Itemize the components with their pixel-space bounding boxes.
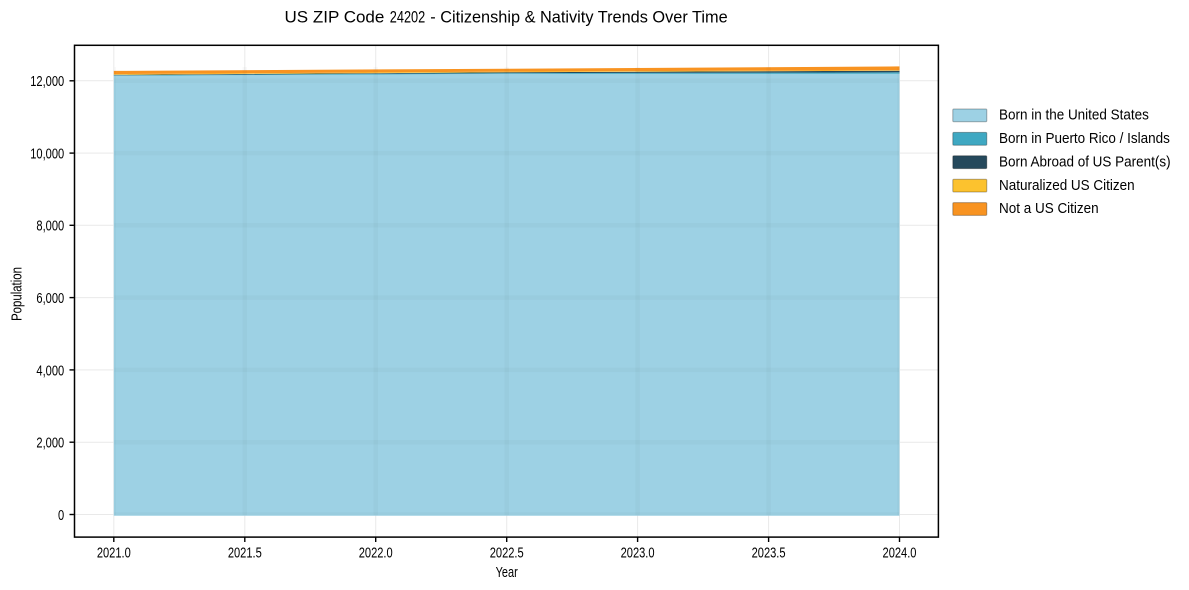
svg-text:10,000: 10,000: [30, 145, 64, 162]
svg-text:8,000: 8,000: [36, 217, 64, 234]
svg-text:12,000: 12,000: [30, 73, 64, 90]
svg-text:24202: 24202: [390, 8, 425, 27]
svg-text:2021.5: 2021.5: [228, 544, 262, 561]
svg-text:Not a US Citizen: Not a US Citizen: [999, 201, 1099, 218]
svg-text:Born in the United States: Born in the United States: [999, 107, 1149, 124]
svg-text:2,000: 2,000: [36, 434, 64, 451]
svg-text:- Citizenship & Nativity Trend: - Citizenship & Nativity Trends Over Tim…: [430, 7, 727, 26]
svg-text:6,000: 6,000: [36, 289, 64, 306]
svg-text:2022.5: 2022.5: [490, 544, 524, 561]
svg-text:0: 0: [58, 506, 64, 523]
svg-text:2023.0: 2023.0: [621, 544, 655, 561]
svg-text:2021.0: 2021.0: [97, 544, 131, 561]
svg-text:Population: Population: [8, 267, 25, 321]
svg-text:Year: Year: [496, 563, 519, 580]
svg-text:Born Abroad of US Parent(s): Born Abroad of US Parent(s): [999, 154, 1171, 171]
svg-text:2023.5: 2023.5: [752, 544, 786, 561]
svg-text:US ZIP Code: US ZIP Code: [285, 7, 385, 26]
svg-text:2022.0: 2022.0: [359, 544, 393, 561]
svg-text:2024.0: 2024.0: [883, 544, 917, 561]
svg-text:Naturalized US Citizen: Naturalized US Citizen: [999, 177, 1135, 194]
svg-text:Born in Puerto Rico / Islands: Born in Puerto Rico / Islands: [999, 130, 1170, 147]
svg-text:4,000: 4,000: [36, 362, 64, 379]
